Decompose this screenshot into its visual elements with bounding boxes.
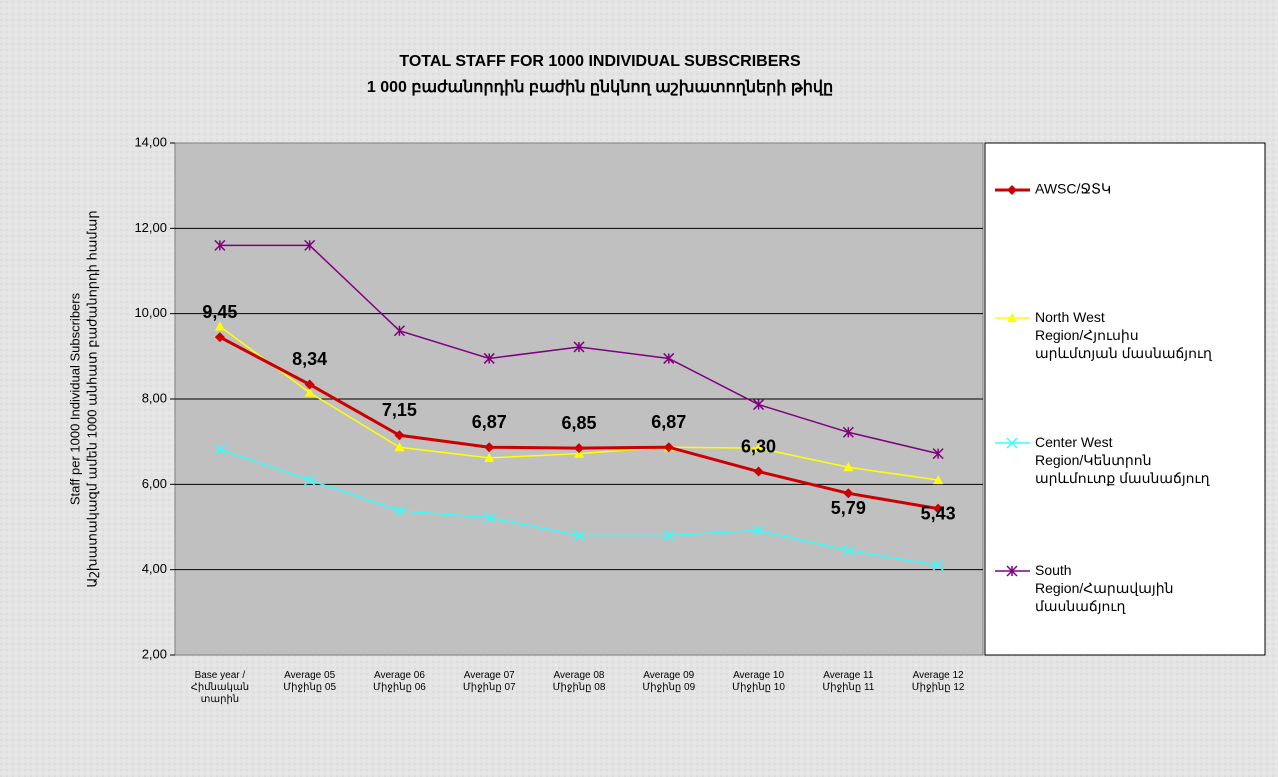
y-tick-label: 10,00 xyxy=(134,305,167,320)
data-point xyxy=(304,474,316,486)
data-point xyxy=(932,448,944,460)
x-tick-label: Average 11 Միջինը 11 xyxy=(822,670,874,693)
y-axis-label: Աշխատակազմ ամեն 1000 անհատ բաժանորդի համ… xyxy=(84,210,99,587)
data-point xyxy=(753,524,765,536)
data-point xyxy=(214,332,225,343)
data-label: 8,34 xyxy=(292,349,327,369)
y-tick-label: 8,00 xyxy=(142,390,167,405)
legend-label: North West Region/Հյուսիս արևմտյան մասնաճյ… xyxy=(1035,309,1213,361)
data-point xyxy=(843,488,854,499)
x-tick-label: Average 05 Միջինը 05 xyxy=(283,670,336,693)
x-tick-label: Average 07 Միջինը 07 xyxy=(463,670,516,693)
data-point xyxy=(483,512,495,524)
data-point xyxy=(394,430,405,441)
x-tick-label: Average 08 Միջինը 08 xyxy=(553,670,606,693)
data-point xyxy=(483,352,495,364)
y-tick-label: 6,00 xyxy=(142,476,167,491)
x-tick-label: Average 10 Միջինը 10 xyxy=(732,670,785,693)
data-label: 7,15 xyxy=(382,400,417,420)
x-tick-label: Base year / Հիմնական տարին xyxy=(191,670,249,705)
legend-marker xyxy=(1007,313,1017,322)
data-point xyxy=(484,452,495,462)
legend-marker xyxy=(1007,185,1017,195)
legend-label: South Region/Հարավային մասնաճյուղ xyxy=(1035,562,1173,614)
data-point xyxy=(932,559,944,571)
data-point xyxy=(573,530,585,542)
data-point xyxy=(214,321,225,331)
data-label: 6,85 xyxy=(561,413,596,433)
y-tick-label: 14,00 xyxy=(134,134,167,149)
legend-marker xyxy=(1006,565,1018,577)
data-point xyxy=(663,530,675,542)
data-label: 6,87 xyxy=(472,412,507,432)
data-point xyxy=(484,442,495,453)
x-tick-label: Average 06 Միջինը 06 xyxy=(373,670,426,693)
data-point xyxy=(663,442,674,453)
data-point xyxy=(842,544,854,556)
x-tick-label: Average 09 Միջինը 09 xyxy=(642,670,695,693)
data-point xyxy=(394,442,405,452)
data-point xyxy=(574,448,584,458)
legend-marker xyxy=(1006,437,1018,449)
x-tick-label: Average 12 Միջինը 12 xyxy=(912,670,965,693)
data-point xyxy=(304,379,315,390)
data-label: 6,30 xyxy=(741,436,776,456)
y-tick-label: 12,00 xyxy=(134,220,167,235)
data-point xyxy=(214,443,226,455)
chart-title: TOTAL STAFF FOR 1000 INDIVIDUAL SUBSCRIB… xyxy=(399,53,801,70)
data-point xyxy=(933,475,944,485)
data-label: 5,79 xyxy=(831,498,866,518)
y-tick-label: 4,00 xyxy=(142,561,167,576)
data-label: 9,45 xyxy=(202,302,237,322)
data-label: 6,87 xyxy=(651,412,686,432)
data-point xyxy=(663,352,675,364)
data-point xyxy=(753,399,765,411)
data-point xyxy=(573,341,585,353)
legend-label: Center West Region/Կենտրոն արևմուտք մասնաճ… xyxy=(1035,434,1211,486)
data-point xyxy=(753,466,764,477)
data-point xyxy=(842,426,854,438)
data-point xyxy=(843,462,854,472)
y-axis-label: Staff per 1000 Individual Subscribers xyxy=(67,292,82,505)
data-point xyxy=(753,443,764,453)
data-point xyxy=(304,387,315,397)
legend-label: AWSC/ՋՏԿ xyxy=(1035,181,1111,197)
data-point xyxy=(393,505,405,517)
data-point xyxy=(574,443,584,454)
data-point xyxy=(933,503,944,514)
data-point xyxy=(214,239,226,251)
legend-box xyxy=(984,142,1266,656)
y-tick-label: 2,00 xyxy=(142,646,167,661)
chart-subtitle: 1 000 բաժանորդին բաժին ընկնող աշխատողներ… xyxy=(367,79,833,96)
data-point xyxy=(393,325,405,337)
data-label: 5,43 xyxy=(921,503,956,523)
data-point xyxy=(304,239,316,251)
